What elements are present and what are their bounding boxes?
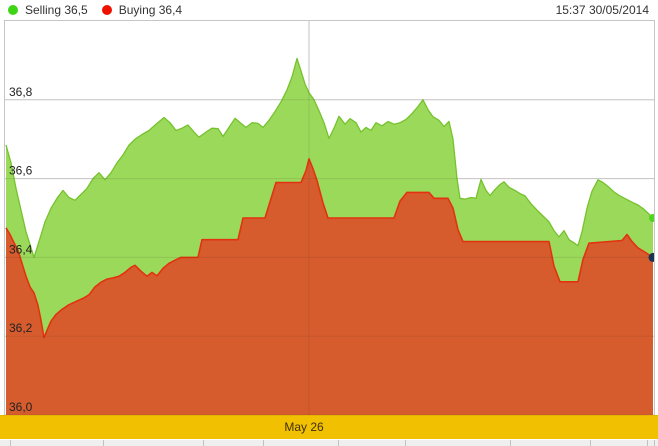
navigator-tick: [510, 440, 511, 446]
navigator-tick: [590, 440, 591, 446]
timestamp: 15:37 30/05/2014: [555, 3, 649, 17]
navigator-tick: [338, 440, 339, 446]
legend-label-selling: Selling 36,5: [25, 3, 88, 17]
buying-line: [5, 158, 654, 339]
x-axis-date-bar: May 26: [0, 415, 658, 439]
selling-series-dot-icon: [8, 5, 18, 15]
y-tick-label: 36,0: [9, 400, 33, 414]
y-tick-label: 36,6: [9, 164, 33, 178]
legend-item-buying[interactable]: Buying 36,4: [101, 3, 183, 17]
selling-last-point-marker: [649, 214, 654, 222]
buying-series-dot-icon: [101, 5, 112, 15]
navigator-tick: [654, 440, 655, 446]
plot-box: 36,8 36,6 36,4 36,2 36,0: [4, 20, 655, 416]
x-axis-day-label: May 26: [284, 420, 324, 434]
buying-area: [6, 158, 653, 415]
navigator-strip[interactable]: [0, 439, 658, 446]
legend: Selling 36,5 Buying 36,4: [8, 2, 182, 18]
legend-item-selling[interactable]: Selling 36,5: [8, 3, 88, 17]
buying-last-point-marker: [648, 252, 654, 262]
navigator-tick: [10, 440, 11, 446]
navigator-tick: [405, 440, 406, 446]
selling-line: [5, 57, 654, 259]
legend-label-buying: Buying 36,4: [118, 3, 183, 17]
navigator-tick: [203, 440, 204, 446]
navigator-tick: [647, 440, 648, 446]
y-tick-label: 36,2: [9, 321, 33, 335]
plot-area-svg[interactable]: 36,8 36,6 36,4 36,2 36,0: [5, 21, 654, 415]
navigator-tick: [263, 440, 264, 446]
navigator-tick: [103, 440, 104, 446]
y-tick-label: 36,8: [9, 85, 33, 99]
y-tick-label: 36,4: [9, 242, 33, 256]
